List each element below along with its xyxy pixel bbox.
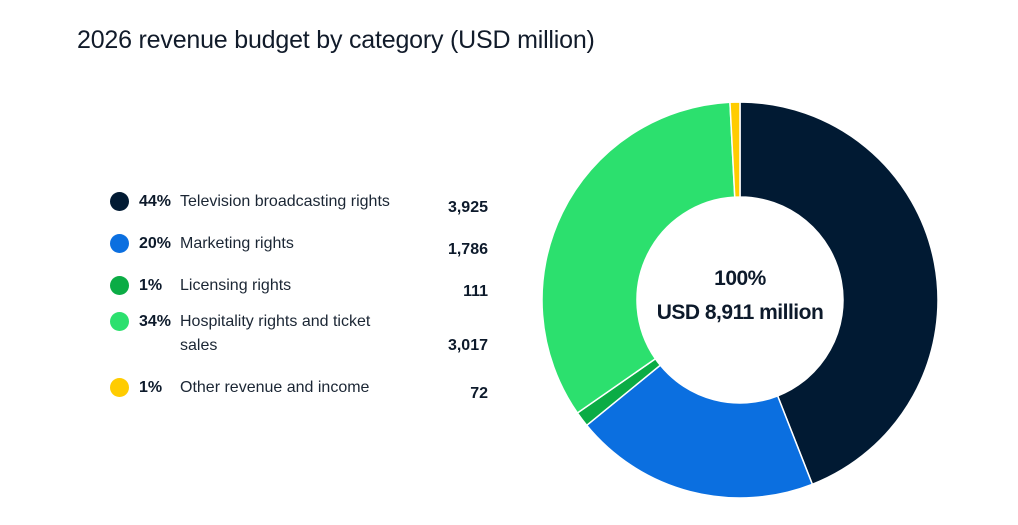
legend-percent: 20% xyxy=(139,235,172,252)
slice-other xyxy=(729,101,741,198)
center-total-amount: USD 8,911 million xyxy=(656,301,824,324)
legend-label: Licensing rights xyxy=(180,277,292,294)
legend-item-other: 1% Other revenue and income 72 xyxy=(110,376,500,406)
legend-item-hospitality: 34% Hospitality rights and ticket sales … xyxy=(110,310,500,358)
legend-item-television: 44% Television broadcasting rights 3,925 xyxy=(110,190,500,220)
donut-chart xyxy=(541,101,939,499)
legend-percent: 34% xyxy=(139,313,172,330)
slice-hospitality xyxy=(541,101,736,415)
legend-value: 3,017 xyxy=(447,337,488,354)
legend-swatch xyxy=(110,192,129,211)
legend-percent: 1% xyxy=(139,379,163,396)
chart-title: 2026 revenue budget by category (USD mil… xyxy=(77,26,595,54)
legend-value: 3,925 xyxy=(447,199,488,216)
legend-swatch xyxy=(110,276,129,295)
legend-label: Hospitality rights and ticket sales xyxy=(180,313,371,354)
slice-marketing xyxy=(585,364,814,499)
legend-value: 1,786 xyxy=(447,241,488,258)
legend-label: Television broadcasting rights xyxy=(180,193,390,210)
legend-swatch xyxy=(110,312,129,331)
legend-percent: 44% xyxy=(139,193,172,210)
legend-percent: 1% xyxy=(139,277,163,294)
legend-value: 111 xyxy=(463,283,488,300)
legend-label: Marketing rights xyxy=(180,235,294,252)
legend-value: 72 xyxy=(470,385,488,402)
legend-label: Other revenue and income xyxy=(180,379,370,396)
legend-swatch xyxy=(110,378,129,397)
chart-legend: 44% Television broadcasting rights 3,925… xyxy=(110,190,500,406)
legend-swatch xyxy=(110,234,129,253)
donut-center-label: 100% USD 8,911 million xyxy=(640,262,840,330)
legend-item-licensing: 1% Licensing rights 111 xyxy=(110,274,500,304)
legend-item-marketing: 20% Marketing rights 1,786 xyxy=(110,232,500,262)
slice-television xyxy=(739,101,939,486)
center-total-percent: 100% xyxy=(714,267,766,290)
